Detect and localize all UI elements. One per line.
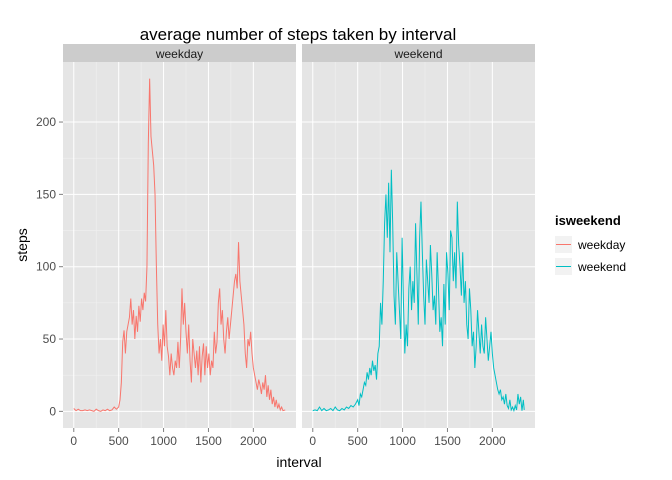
panel-weekend: weekend <box>302 44 535 428</box>
y-axis: 0 50 100 150 200 <box>36 115 63 418</box>
x-tick-label: 500 <box>348 434 368 448</box>
y-axis-title: steps <box>14 228 30 261</box>
x-tick-label: 0 <box>309 434 316 448</box>
chart-title: average number of steps taken by interva… <box>140 25 457 44</box>
legend: isweekend weekday weekend <box>555 213 626 275</box>
y-tick-label: 0 <box>49 404 56 418</box>
strip-background <box>302 44 535 62</box>
x-tick-label: 1500 <box>195 434 222 448</box>
panel-background <box>302 62 535 428</box>
x-tick-label: 1000 <box>389 434 416 448</box>
strip-background <box>63 44 296 62</box>
x-axis-weekend: 0 500 1000 1500 2000 <box>309 428 506 448</box>
legend-item-weekend: weekend <box>555 258 626 275</box>
x-axis-weekday: 0 500 1000 1500 2000 <box>70 428 267 448</box>
legend-item-weekday: weekday <box>555 236 625 253</box>
y-tick-label: 50 <box>43 332 57 346</box>
series-line-weekend <box>312 169 525 413</box>
x-tick-label: 1500 <box>434 434 461 448</box>
x-tick-label: 2000 <box>479 434 506 448</box>
series-line-weekday <box>73 78 286 412</box>
legend-label: weekday <box>577 238 625 252</box>
y-tick-label: 200 <box>36 115 56 129</box>
panel-weekday: weekday <box>63 44 296 428</box>
legend-label: weekend <box>577 260 626 274</box>
strip-label-weekday: weekday <box>155 47 203 61</box>
x-tick-label: 0 <box>70 434 77 448</box>
panel-grid <box>63 62 296 428</box>
x-tick-label: 500 <box>109 434 129 448</box>
strip-label-weekend: weekend <box>393 47 442 61</box>
y-tick-label: 100 <box>36 260 56 274</box>
y-tick-label: 150 <box>36 187 56 201</box>
x-tick-label: 1000 <box>150 434 177 448</box>
x-tick-label: 2000 <box>240 434 267 448</box>
panel-background <box>63 62 296 428</box>
legend-title: isweekend <box>555 213 621 228</box>
x-axis-title: interval <box>276 454 321 470</box>
